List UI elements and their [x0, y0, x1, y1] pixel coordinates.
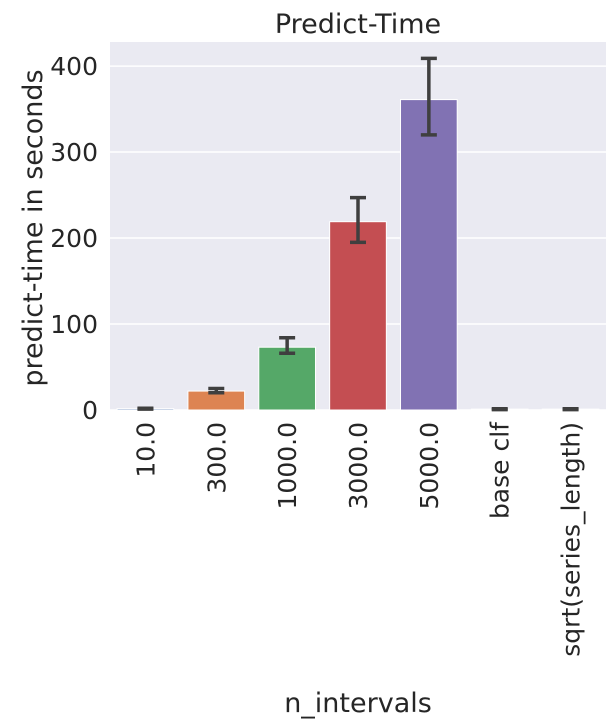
y-tick-labels: 0 100 200 300 400: [50, 52, 98, 425]
x-axis-label: n_intervals: [284, 688, 432, 719]
y-tick-label: 100: [50, 310, 98, 339]
y-tick-label: 300: [50, 138, 98, 167]
x-tick-label: 3000.0: [344, 422, 373, 509]
x-tick-labels: 10.0 300.0 1000.0 3000.0 5000.0 base clf sqrt(…: [131, 421, 585, 657]
bar: [329, 221, 387, 411]
y-axis-label: predict-time in seconds: [18, 69, 49, 386]
y-tick-label: 400: [50, 52, 98, 81]
x-tick-label: 1000.0: [273, 422, 302, 509]
error-bars: [137, 56, 579, 412]
x-tick-label: sqrt(series_length): [557, 422, 586, 657]
x-tick-label: 300.0: [202, 422, 231, 494]
x-tick-label: base clf: [486, 421, 515, 519]
chart-title: Predict-Time: [275, 9, 441, 40]
x-tick-label: 5000.0: [415, 422, 444, 509]
y-tick-label: 0: [82, 396, 98, 425]
bar: [400, 99, 458, 411]
bars: [116, 99, 600, 411]
x-tick-label: 10.0: [131, 422, 160, 478]
bar: [258, 346, 316, 411]
y-tick-label: 200: [50, 224, 98, 253]
